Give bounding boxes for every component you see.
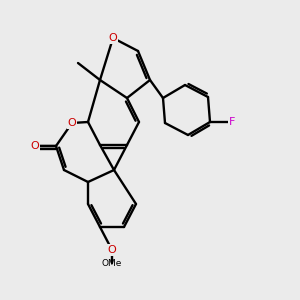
Text: OMe: OMe — [102, 259, 122, 268]
Text: O: O — [108, 245, 116, 255]
Text: O: O — [68, 118, 76, 128]
Text: F: F — [229, 117, 235, 127]
Text: O: O — [31, 141, 39, 151]
Text: O: O — [109, 33, 117, 43]
